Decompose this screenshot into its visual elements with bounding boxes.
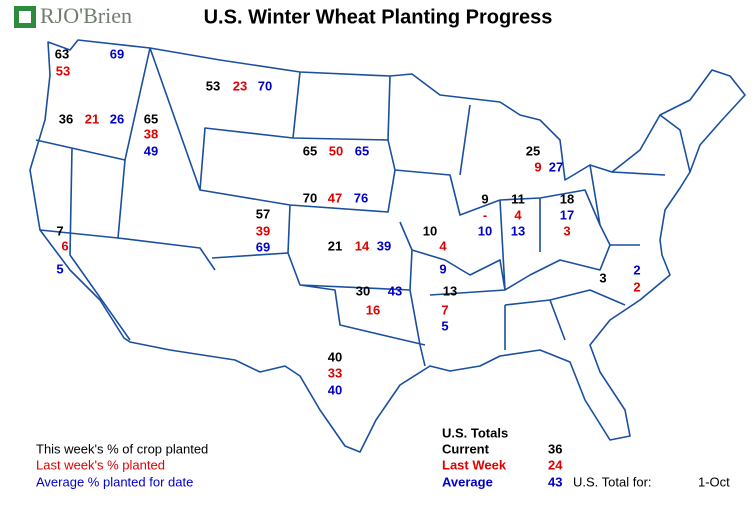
state-borders bbox=[35, 47, 691, 367]
legend: This week's % of crop planted Last week'… bbox=[36, 441, 208, 489]
current-value: 3 bbox=[599, 270, 606, 285]
last-week-value: 14 bbox=[355, 238, 370, 253]
last-week-value: 33 bbox=[328, 365, 342, 380]
average-value: 69 bbox=[110, 46, 124, 61]
totals-label: Last Week bbox=[442, 457, 507, 472]
current-value: 70 bbox=[303, 190, 317, 205]
legend-last-week: Last week's % planted bbox=[36, 457, 165, 472]
last-week-value: 53 bbox=[56, 63, 70, 78]
average-value: 9 bbox=[439, 261, 446, 276]
average-value: 26 bbox=[110, 111, 124, 126]
average-value: 40 bbox=[328, 382, 342, 397]
logo-text: RJO'Brien bbox=[40, 3, 132, 28]
totals-heading: U.S. Totals bbox=[442, 425, 508, 440]
average-value: 49 bbox=[144, 143, 158, 158]
last-week-value: 50 bbox=[329, 143, 343, 158]
average-value: 43 bbox=[388, 283, 402, 298]
current-value: 30 bbox=[356, 283, 370, 298]
last-week-value: 39 bbox=[256, 223, 270, 238]
logo-icon-inner bbox=[19, 11, 31, 23]
last-week-value: 23 bbox=[233, 78, 247, 93]
current-value: 53 bbox=[206, 78, 220, 93]
current-value: 25 bbox=[526, 143, 540, 158]
us-totals: U.S. Totals Current 36 Last Week 24 Aver… bbox=[442, 425, 730, 489]
last-week-value: 38 bbox=[144, 126, 158, 141]
average-value: 65 bbox=[355, 143, 369, 158]
totals-label: Average bbox=[442, 474, 493, 489]
last-week-value: 4 bbox=[514, 207, 522, 222]
average-value: 13 bbox=[511, 223, 525, 238]
current-value: 65 bbox=[303, 143, 317, 158]
totals-date: 1-Oct bbox=[698, 474, 730, 489]
average-value: 70 bbox=[258, 78, 272, 93]
current-value: 57 bbox=[256, 206, 270, 221]
last-week-value: 21 bbox=[85, 111, 99, 126]
current-value: 63 bbox=[55, 46, 69, 61]
us-map bbox=[29, 39, 746, 453]
current-value: 40 bbox=[328, 349, 342, 364]
current-value: 21 bbox=[328, 238, 342, 253]
last-week-value: 2 bbox=[633, 279, 640, 294]
last-week-value: 6 bbox=[61, 238, 68, 253]
current-value: 10 bbox=[423, 223, 437, 238]
last-week-value: 4 bbox=[439, 238, 447, 253]
totals-value: 43 bbox=[548, 474, 562, 489]
current-value: 9 bbox=[481, 191, 488, 206]
average-value: 10 bbox=[478, 223, 492, 238]
current-value: 13 bbox=[443, 283, 457, 298]
last-week-value: - bbox=[483, 207, 487, 222]
current-value: 65 bbox=[144, 111, 158, 126]
average-value: 39 bbox=[377, 238, 391, 253]
totals-date-label: U.S. Total for: bbox=[573, 474, 652, 489]
last-week-value: 47 bbox=[328, 190, 342, 205]
average-value: 69 bbox=[256, 239, 270, 254]
last-week-value: 16 bbox=[366, 302, 380, 317]
average-value: 27 bbox=[549, 159, 563, 174]
last-week-value: 9 bbox=[534, 159, 541, 174]
average-value: 5 bbox=[56, 261, 63, 276]
average-value: 76 bbox=[354, 190, 368, 205]
current-value: 11 bbox=[511, 191, 525, 206]
totals-value: 24 bbox=[548, 457, 563, 472]
average-value: 5 bbox=[441, 318, 448, 333]
average-value: 17 bbox=[560, 207, 574, 222]
current-value: 18 bbox=[560, 191, 574, 206]
logo: RJO'Brien bbox=[14, 3, 132, 28]
average-value: 2 bbox=[633, 262, 640, 277]
totals-label: Current bbox=[442, 441, 490, 456]
current-value: 36 bbox=[59, 111, 73, 126]
current-value: 7 bbox=[56, 223, 63, 238]
us-outline bbox=[29, 39, 746, 453]
legend-average: Average % planted for date bbox=[36, 474, 193, 489]
legend-current: This week's % of crop planted bbox=[36, 441, 208, 456]
totals-value: 36 bbox=[548, 441, 562, 456]
last-week-value: 3 bbox=[563, 223, 570, 238]
title: U.S. Winter Wheat Planting Progress bbox=[204, 6, 553, 28]
last-week-value: 7 bbox=[441, 302, 448, 317]
